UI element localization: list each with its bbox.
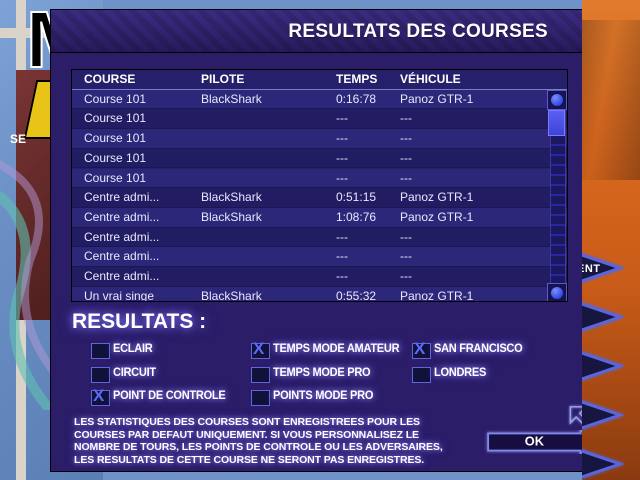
svg-text:OK: OK [525,433,545,448]
